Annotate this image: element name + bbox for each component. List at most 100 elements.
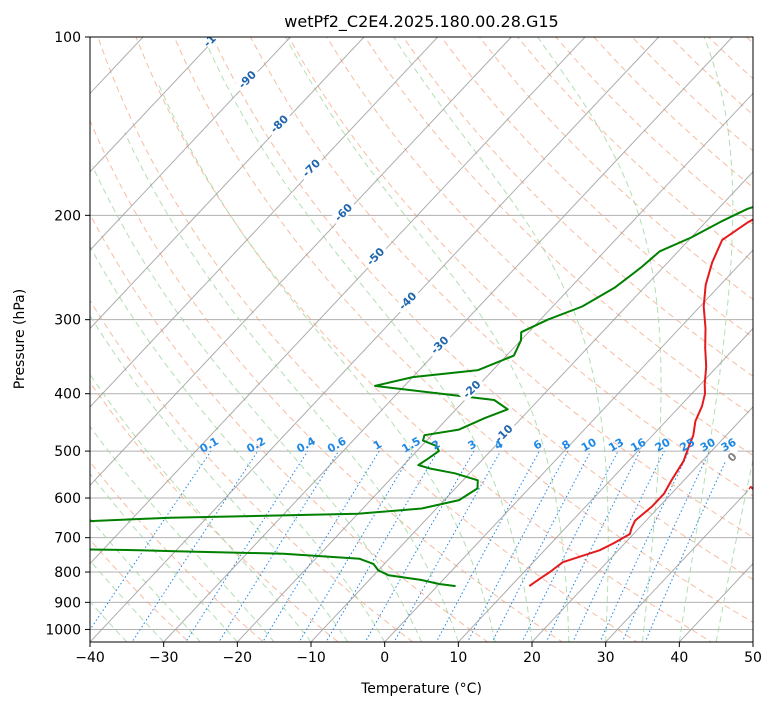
moist-adiabat-line <box>203 37 533 642</box>
dry-adiabat-line <box>173 37 753 624</box>
mixing-ratio-line <box>572 450 665 642</box>
isotherm-label-bg <box>394 287 421 314</box>
dry-adiabat-line <box>90 461 265 642</box>
moist-adiabat-label-bg <box>722 447 742 467</box>
y-axis-ticks: 100 200 300 400 500 600 700 800 900 1000 <box>45 30 90 638</box>
moist-adiabat-label-bg <box>746 477 753 497</box>
moist-adiabat-label-text: 10 <box>746 477 766 497</box>
mixing-ratio-line <box>131 450 259 642</box>
isotherm-label-bg <box>201 37 229 49</box>
dry-adiabat-line <box>211 37 753 581</box>
dry-adiabat-line <box>90 213 489 642</box>
y-tick-label: 900 <box>54 595 81 611</box>
x-tick-label: 50 <box>744 650 762 666</box>
y-tick-label: 700 <box>54 531 81 547</box>
mixing-ratio-line <box>545 450 641 642</box>
skewed-isotherms <box>90 37 753 642</box>
isotherm-label-bg <box>426 331 453 359</box>
mixing-ratio-line <box>262 450 380 642</box>
x-tick-label: 20 <box>523 650 541 666</box>
dry-adiabat-line <box>478 37 753 300</box>
isotherm-label-bg <box>298 154 325 182</box>
dewpoint-profile-line <box>90 206 753 588</box>
x-tick-label: −40 <box>75 650 105 666</box>
mixing-ratio-line <box>298 450 414 642</box>
x-tick-label: 10 <box>449 650 467 666</box>
y-tick-label: 800 <box>54 565 81 581</box>
plot-frame <box>89 36 754 643</box>
dry-adiabat-line <box>364 37 753 417</box>
mixing-ratio-lines <box>90 450 731 642</box>
chart-title: wetPf2_C2E4.2025.180.00.28.G15 <box>284 12 558 32</box>
mixing-ratio-line <box>90 450 212 631</box>
moist-adiabat-line <box>715 457 753 642</box>
x-tick-label: −20 <box>223 650 253 666</box>
moist-adiabat-line <box>393 37 609 642</box>
x-axis-title: Temperature (°C) <box>360 681 482 697</box>
isotherm-line <box>90 37 512 486</box>
mixing-ratio-line <box>644 450 731 642</box>
isotherm-label-bg <box>490 420 517 447</box>
x-tick-label: 40 <box>670 650 688 666</box>
isotherm-label-bg <box>330 199 357 226</box>
pressure-gridlines <box>90 37 753 630</box>
profile-series <box>90 206 753 588</box>
isotherm-line <box>605 484 753 642</box>
isotherm-line <box>90 37 660 642</box>
mixing-ratio-line <box>218 450 340 642</box>
dry-adiabat-line <box>90 539 190 642</box>
dry-adiabat-line <box>90 381 340 642</box>
y-tick-label: 1000 <box>45 622 81 638</box>
isotherm-line <box>310 171 753 642</box>
isotherm-label-bg <box>233 66 261 93</box>
isotherm-line <box>90 37 586 565</box>
isotherm-line <box>457 327 753 642</box>
isotherm-labels: -100-90-80-70-60-50-40-30-20-10 <box>201 37 517 447</box>
x-tick-label: −10 <box>296 650 326 666</box>
x-tick-label: 30 <box>597 650 615 666</box>
plot-area: -100-90-80-70-60-50-40-30-20-10 0.10.20.… <box>90 37 766 642</box>
x-axis-ticks: −40 −30 −20 −10 0 10 20 30 40 50 <box>75 642 762 666</box>
y-tick-label: 100 <box>54 30 81 46</box>
moist-adiabat-label: 0 <box>722 447 742 467</box>
moist-adiabat-line <box>90 559 165 642</box>
isotherm-line <box>90 37 218 173</box>
mixing-ratio-line <box>466 450 569 642</box>
y-tick-label: 500 <box>54 444 81 460</box>
isotherm-line <box>90 37 365 330</box>
isotherm-line <box>531 406 753 642</box>
y-axis-title: Pressure (hPa) <box>12 289 28 389</box>
moist-adiabat-label: 10 <box>746 477 766 497</box>
isotherm-label-bg <box>266 110 293 137</box>
dry-adiabat-line <box>90 299 414 642</box>
isotherm-line <box>90 37 439 408</box>
temperature-profile-line <box>528 218 753 587</box>
dry-adiabat-line <box>135 37 713 642</box>
isotherm-line <box>90 37 291 251</box>
mixing-ratio-line <box>393 450 502 642</box>
moist-adiabat-line <box>157 83 496 642</box>
moist-adiabat-line <box>678 37 734 642</box>
mixing-ratio-line <box>435 450 540 642</box>
y-tick-label: 600 <box>54 491 81 507</box>
x-tick-label: 0 <box>380 650 389 666</box>
isotherm-label-bg <box>362 243 389 270</box>
moist-adiabat-line <box>91 165 422 642</box>
dry-adiabat-line <box>90 119 564 642</box>
moist-adiabat-line <box>285 37 570 642</box>
y-tick-label: 400 <box>54 387 81 403</box>
dry-adiabat-line <box>97 37 638 642</box>
isotherm-label-bg <box>458 376 485 403</box>
mixing-ratio-line <box>364 450 475 642</box>
moist-adiabat-line <box>90 245 386 642</box>
mixing-ratio-line <box>325 450 439 642</box>
x-tick-label: −30 <box>149 650 179 666</box>
moist-adiabat-line <box>537 37 662 642</box>
y-tick-label: 300 <box>54 313 81 329</box>
moist-adiabat-line <box>90 600 128 642</box>
moist-adiabat-line <box>124 132 459 642</box>
moist-adiabat-line <box>90 517 201 642</box>
